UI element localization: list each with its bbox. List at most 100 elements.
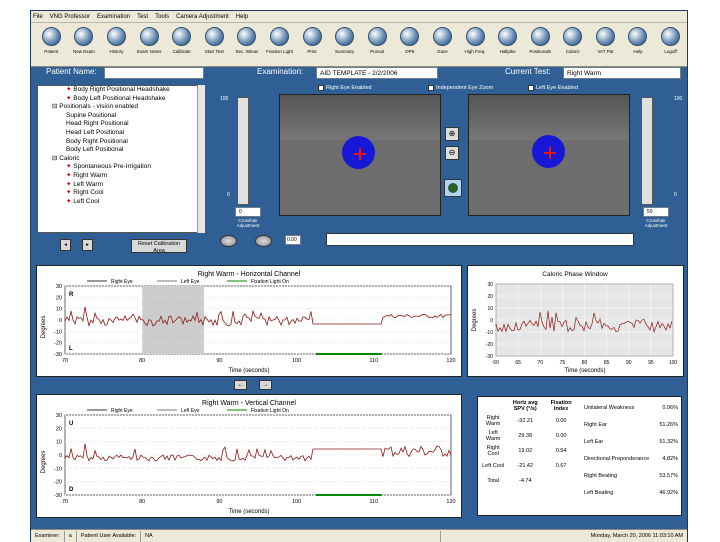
toolbar-positionals-button[interactable]: Positionals [524, 23, 557, 67]
toolbar-new-exam-button[interactable]: New Exam [68, 23, 101, 67]
tree-item[interactable]: ⊟ Caloric [38, 155, 204, 164]
tree-item[interactable]: Body Right Positional [38, 138, 204, 147]
tree-item[interactable]: ✦ Spontaneous Pre-Irrigation [38, 163, 204, 172]
examination-field[interactable]: AID TEMPLATE - 2/2/2006 [316, 67, 438, 79]
toolbar-label: Fixation Light [266, 49, 293, 54]
toolbar-summary-button[interactable]: Summary [328, 23, 361, 67]
x-tick-label: 70 [62, 499, 68, 505]
speed-field[interactable]: 0.00 [285, 235, 301, 245]
toolbar-hallpike-button[interactable]: Hallpike [491, 23, 524, 67]
tree-scrollbar[interactable] [197, 85, 205, 233]
collapse-icon[interactable]: ⊟ [52, 103, 60, 111]
toolbar-print-button[interactable]: Print [296, 23, 329, 67]
vertical-chart: Right Warm - Vertical Channel Right Eye Le… [41, 400, 456, 515]
stats-cell: -4.74 [518, 477, 532, 484]
zoom-out-icon[interactable]: ⊖ [445, 146, 459, 160]
menu-examination[interactable]: Examination [97, 13, 131, 20]
stop-button[interactable] [255, 235, 272, 247]
timeline-scrollbar[interactable] [326, 233, 634, 246]
tree-item[interactable]: ✦ Left Warm [38, 181, 204, 190]
test-tree[interactable]: ✦ Body Right Positional Headshake ✦ Body … [37, 85, 205, 233]
y-tick-label: 30 [56, 284, 62, 290]
current-test-field[interactable]: Right Warm [563, 67, 681, 79]
right-eye-checkbox[interactable] [318, 85, 324, 91]
toolbar-sec-winav-button[interactable]: Sec. Winav [231, 23, 264, 67]
right-crosshair-value[interactable]: 50 [643, 207, 669, 217]
toolbar-label: Gaze [437, 49, 448, 54]
toolbar-caloric-button[interactable]: Caloric [557, 23, 590, 67]
tree-item-label: Right Warm [73, 171, 108, 179]
menu-camera-adjustment[interactable]: Camera Adjustment [176, 13, 229, 20]
toolbar-pursuit-button[interactable]: Pursuit [361, 23, 394, 67]
stats-row-label: Left Cool [482, 462, 505, 469]
reset-calibration-button[interactable]: Reset Calibration Area [131, 239, 187, 254]
toolbar-label: Calibrate [172, 49, 191, 54]
scroll-left-button[interactable]: ← [234, 380, 247, 390]
eye-camera-icon[interactable] [444, 179, 462, 197]
test-done-icon: ✦ [66, 163, 74, 171]
up-marker: U [69, 421, 73, 427]
patient-icon [41, 27, 61, 46]
tree-item[interactable]: Supine Positional [38, 112, 204, 121]
tree-item[interactable]: ✦ Right Cool [38, 189, 204, 198]
toolbar-opk-button[interactable]: OPK [394, 23, 427, 67]
independent-zoom-checkbox[interactable] [428, 85, 434, 91]
menu-file[interactable]: File [33, 13, 43, 20]
left-crosshair-value[interactable]: 0 [235, 207, 261, 217]
toolbar-patient-button[interactable]: Patient [35, 23, 68, 67]
tree-item[interactable]: Head Left Positional [38, 129, 204, 138]
tree-item[interactable]: ✦ Right Warm [38, 172, 204, 181]
scroll-right-button[interactable]: → [259, 380, 272, 390]
independent-zoom[interactable]: Independent Eye Zoom [428, 85, 493, 91]
gaze-icon [432, 27, 452, 46]
next-button[interactable]: ▸ [82, 239, 93, 251]
toolbar-vat-pat-button[interactable]: VAT Pat [589, 23, 622, 67]
toolbar-exam-notes-button[interactable]: Exam Notes [133, 23, 166, 67]
prev-button[interactable]: ◂ [60, 239, 71, 251]
toolbar-history-button[interactable]: History [100, 23, 133, 67]
y-axis-label: Degrees [472, 309, 478, 332]
left-eye-checkbox[interactable] [528, 85, 534, 91]
tree-item[interactable]: ✦ Left Cool [38, 198, 204, 207]
right-eye-trace [64, 443, 452, 462]
test-done-icon: ✦ [66, 189, 74, 197]
toolbar-calibrate-button[interactable]: Calibrate [165, 23, 198, 67]
right-eye-enabled[interactable]: Right Eye Enabled [318, 85, 372, 91]
right-eye-video[interactable] [279, 94, 441, 216]
examiner-value: a [65, 530, 77, 542]
y-tick-label: 30 [487, 282, 493, 288]
horizontal-chart-panel: Right Warm - Horizontal Channel Right Eye… [36, 265, 462, 377]
toolbar-logoff-button[interactable]: Logoff [654, 23, 687, 67]
menu-vng-professor[interactable]: VNG Professor [49, 13, 91, 20]
record-button[interactable] [220, 235, 237, 247]
left-eye-enabled-label: Left Eye Enabled [536, 85, 578, 91]
tree-item[interactable]: ✦ Body Right Positional Headshake [38, 86, 204, 95]
toolbar-gaze-button[interactable]: Gaze [426, 23, 459, 67]
right-brightness-slider[interactable] [641, 97, 653, 205]
tree-item[interactable]: Body Left Positional [38, 146, 204, 155]
patient-name-field[interactable] [104, 67, 204, 79]
toolbar-high-freq-button[interactable]: High Freq. [459, 23, 492, 67]
left-brightness-slider[interactable] [237, 97, 249, 205]
tree-item[interactable]: ✦ Body Left Positional Headshake [38, 95, 204, 104]
stats-cell: -21.42 [517, 462, 534, 469]
menu-tools[interactable]: Tools [155, 13, 170, 20]
menu-help[interactable]: Help [235, 13, 249, 20]
toolbar-fixation-light-button[interactable]: Fixation Light [263, 23, 296, 67]
left-eye-enabled[interactable]: Left Eye Enabled [528, 85, 578, 91]
toolbar-help-button[interactable]: Help [622, 23, 655, 67]
menu-test[interactable]: Test [137, 13, 149, 20]
summary-label: Right Beating [584, 472, 618, 479]
right-crosshair-icon [354, 148, 366, 160]
tree-item[interactable]: ⊟ Positionals - vision enabled [38, 103, 204, 112]
zoom-in-icon[interactable]: ⊕ [445, 127, 459, 141]
calibrate-icon [172, 27, 192, 46]
toolbar-start-test-button[interactable]: Start Test [198, 23, 231, 67]
collapse-icon[interactable]: ⊟ [52, 154, 60, 162]
tree-item[interactable]: Head Right Positional [38, 120, 204, 129]
toolbar-label: Exam Notes [136, 49, 162, 54]
left-eye-video[interactable] [468, 94, 630, 216]
toolbar-label: OPK [405, 49, 415, 54]
y-tick-label: 10 [56, 307, 62, 313]
test-done-icon: ✦ [66, 94, 74, 102]
